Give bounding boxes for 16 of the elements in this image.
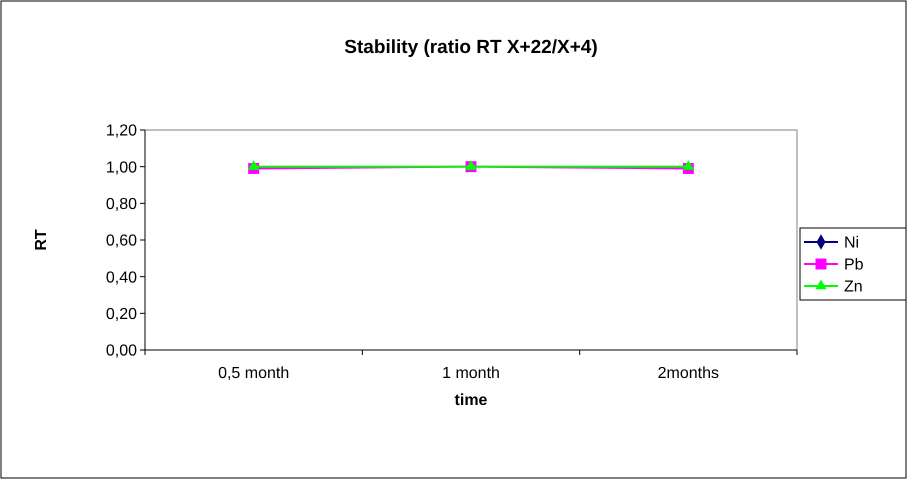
y-axis-title: RT	[33, 229, 50, 251]
x-axis-title: time	[454, 392, 488, 409]
y-tick-label: 1,00	[106, 159, 138, 176]
chart-title: Stability (ratio RT X+22/X+4)	[344, 37, 598, 58]
y-tick-label: 0,80	[106, 196, 138, 213]
y-tick-label: 0,60	[106, 232, 138, 250]
legend-label: Ni	[844, 234, 860, 252]
x-tick-label: 1 month	[442, 365, 500, 382]
y-tick-label: 0,20	[106, 306, 138, 323]
x-tick-label: 0,5 month	[218, 365, 290, 382]
legend-label: Pb	[844, 256, 864, 274]
x-tick-label: 2months	[658, 365, 720, 382]
legend-label: Zn	[844, 278, 863, 296]
y-tick-label: 1,20	[106, 122, 138, 140]
y-tick-label: 0,00	[106, 342, 138, 360]
y-tick-label: 0,40	[106, 269, 138, 286]
